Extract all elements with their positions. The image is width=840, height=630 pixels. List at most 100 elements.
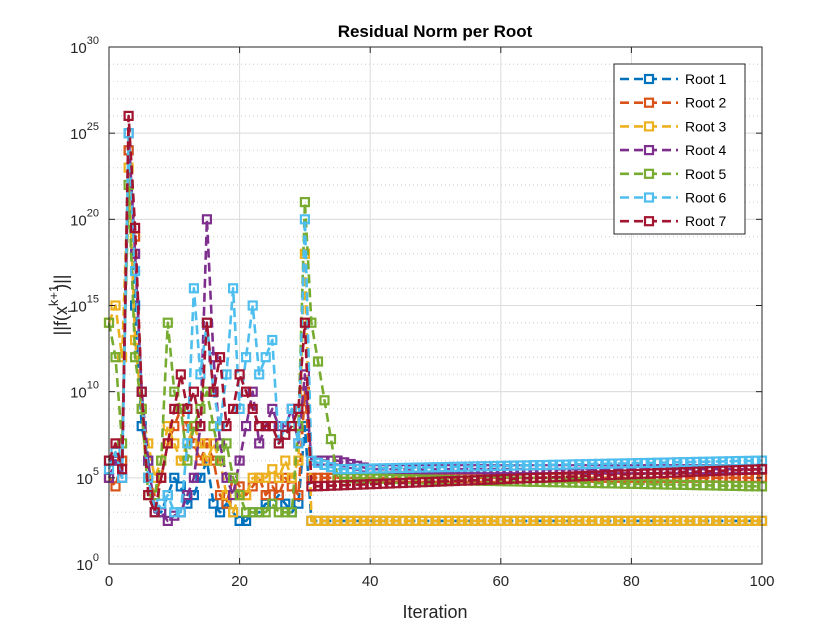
data-point — [214, 490, 226, 501]
series-line — [107, 166, 762, 523]
data-point — [352, 479, 363, 490]
svg-text:||f(xk+1i)||: ||f(xk+1 i)|| — [46, 275, 78, 336]
y-tick-label-base: 10 — [70, 126, 87, 143]
legend-marker — [643, 145, 655, 156]
data-point — [201, 386, 212, 397]
data-point — [149, 507, 160, 518]
data-point — [156, 472, 167, 483]
data-point — [312, 515, 324, 527]
data-point — [743, 515, 755, 527]
data-point — [580, 477, 591, 488]
data-point — [214, 352, 226, 363]
data-point — [241, 421, 252, 432]
data-point — [201, 214, 212, 225]
data-point — [645, 468, 657, 479]
data-point — [469, 475, 480, 486]
legend-entry: Root 7 — [620, 213, 726, 229]
y-tick-label: 1020 — [70, 207, 99, 229]
data-point — [632, 458, 644, 469]
data-point — [671, 467, 683, 478]
data-point — [730, 456, 742, 467]
data-point — [254, 507, 265, 518]
data-point — [593, 470, 604, 481]
y-tick-label-exp: 20 — [87, 207, 99, 219]
data-point — [534, 472, 546, 483]
y-tick-label-base: 10 — [76, 471, 93, 488]
data-point — [397, 462, 408, 473]
data-point — [521, 460, 533, 471]
data-point — [273, 472, 284, 483]
data-point — [711, 456, 722, 467]
data-point — [619, 515, 631, 527]
data-point — [247, 472, 258, 483]
data-point — [626, 515, 637, 527]
data-point — [547, 459, 559, 470]
data-point — [534, 515, 546, 527]
data-point — [345, 463, 356, 475]
data-point — [645, 457, 657, 468]
data-point — [704, 480, 715, 491]
data-point — [639, 515, 650, 527]
data-point — [678, 479, 689, 490]
data-point — [267, 334, 278, 346]
data-point — [280, 455, 291, 466]
data-point — [750, 464, 761, 475]
data-point — [188, 283, 199, 294]
data-point — [606, 515, 617, 527]
data-point — [404, 462, 415, 473]
data-point — [234, 515, 245, 527]
data-point — [267, 481, 278, 492]
data-point — [711, 465, 722, 477]
data-point — [169, 386, 180, 397]
series-7 — [103, 110, 768, 518]
data-point — [378, 478, 389, 489]
data-point — [195, 438, 206, 449]
data-point — [463, 475, 474, 486]
data-point — [626, 469, 637, 480]
data-point — [332, 480, 343, 491]
data-point — [228, 403, 239, 414]
data-point — [593, 458, 604, 469]
x-tick-label: 80 — [623, 573, 640, 590]
data-point — [724, 515, 735, 527]
data-point — [293, 455, 304, 466]
data-point — [593, 464, 604, 475]
data-point — [698, 480, 709, 491]
data-point — [521, 473, 533, 484]
data-point — [626, 458, 637, 469]
data-point — [371, 463, 382, 474]
data-point — [195, 421, 206, 432]
data-point — [580, 470, 591, 482]
data-point — [221, 438, 232, 449]
data-point — [241, 507, 252, 518]
y-tick-label-base: 10 — [70, 40, 87, 57]
data-point — [195, 369, 206, 380]
data-point — [352, 473, 363, 484]
data-point — [273, 490, 284, 501]
data-point — [280, 429, 291, 440]
data-point — [554, 515, 565, 527]
legend-marker — [643, 192, 655, 203]
data-point — [632, 478, 644, 489]
data-point — [312, 457, 324, 468]
data-point — [645, 479, 657, 490]
data-point — [698, 515, 709, 527]
data-point — [489, 474, 500, 485]
data-point — [515, 473, 526, 484]
data-point — [587, 515, 598, 527]
data-point — [685, 515, 696, 527]
data-point — [365, 515, 376, 527]
data-point — [332, 464, 343, 475]
data-point — [528, 472, 539, 484]
y-tick-label: 1030 — [70, 35, 99, 57]
data-point — [175, 481, 186, 492]
y-axis-label-base: ||f(x — [51, 306, 71, 335]
data-point — [286, 507, 297, 518]
data-point — [247, 507, 258, 518]
data-point — [214, 455, 226, 466]
data-point — [221, 472, 232, 483]
data-point — [632, 468, 644, 480]
data-point — [130, 222, 141, 233]
data-point — [600, 470, 611, 481]
data-point — [574, 515, 585, 527]
